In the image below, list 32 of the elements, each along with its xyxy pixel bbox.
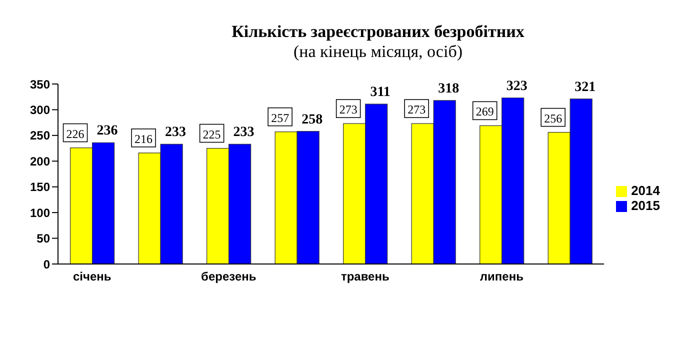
data-label: 269	[476, 104, 494, 119]
y-tick-label: 250	[30, 128, 50, 143]
x-tick-label: березень	[201, 270, 256, 284]
data-label: 225	[202, 127, 221, 142]
x-tick-label: липень	[480, 270, 524, 284]
data-label: 233	[165, 125, 186, 140]
data-label: 321	[574, 80, 596, 95]
chart-subtitle: (на кінець місяця, осіб)	[292, 42, 464, 62]
legend-label: 2014	[631, 183, 660, 198]
data-label: 256	[544, 111, 562, 126]
y-tick-label: 100	[30, 206, 50, 220]
data-label: 233	[233, 125, 254, 140]
data-label: 216	[134, 132, 153, 146]
data-label: 257	[271, 110, 290, 125]
data-label: 318	[438, 81, 460, 96]
y-tick-label: 150	[30, 180, 50, 194]
data-label: 311	[370, 85, 390, 100]
chart-title: Кількість зареєстрованих безробітних	[230, 22, 526, 42]
x-tick-label: січень	[72, 270, 112, 284]
y-tick-label: 350	[30, 77, 50, 92]
data-label: 273	[408, 102, 426, 117]
y-tick-label: 200	[30, 154, 50, 168]
data-label: 323	[506, 78, 528, 94]
data-label: 273	[339, 102, 358, 117]
data-label: 258	[302, 112, 323, 128]
data-label: 236	[96, 124, 118, 139]
y-tick-label: 0	[43, 257, 50, 272]
y-tick-label: 50	[36, 232, 50, 246]
x-tick-label: травень	[340, 270, 390, 284]
legend-label: 2015	[631, 198, 660, 213]
data-label: 226	[66, 126, 84, 141]
y-tick-label: 300	[30, 102, 50, 117]
